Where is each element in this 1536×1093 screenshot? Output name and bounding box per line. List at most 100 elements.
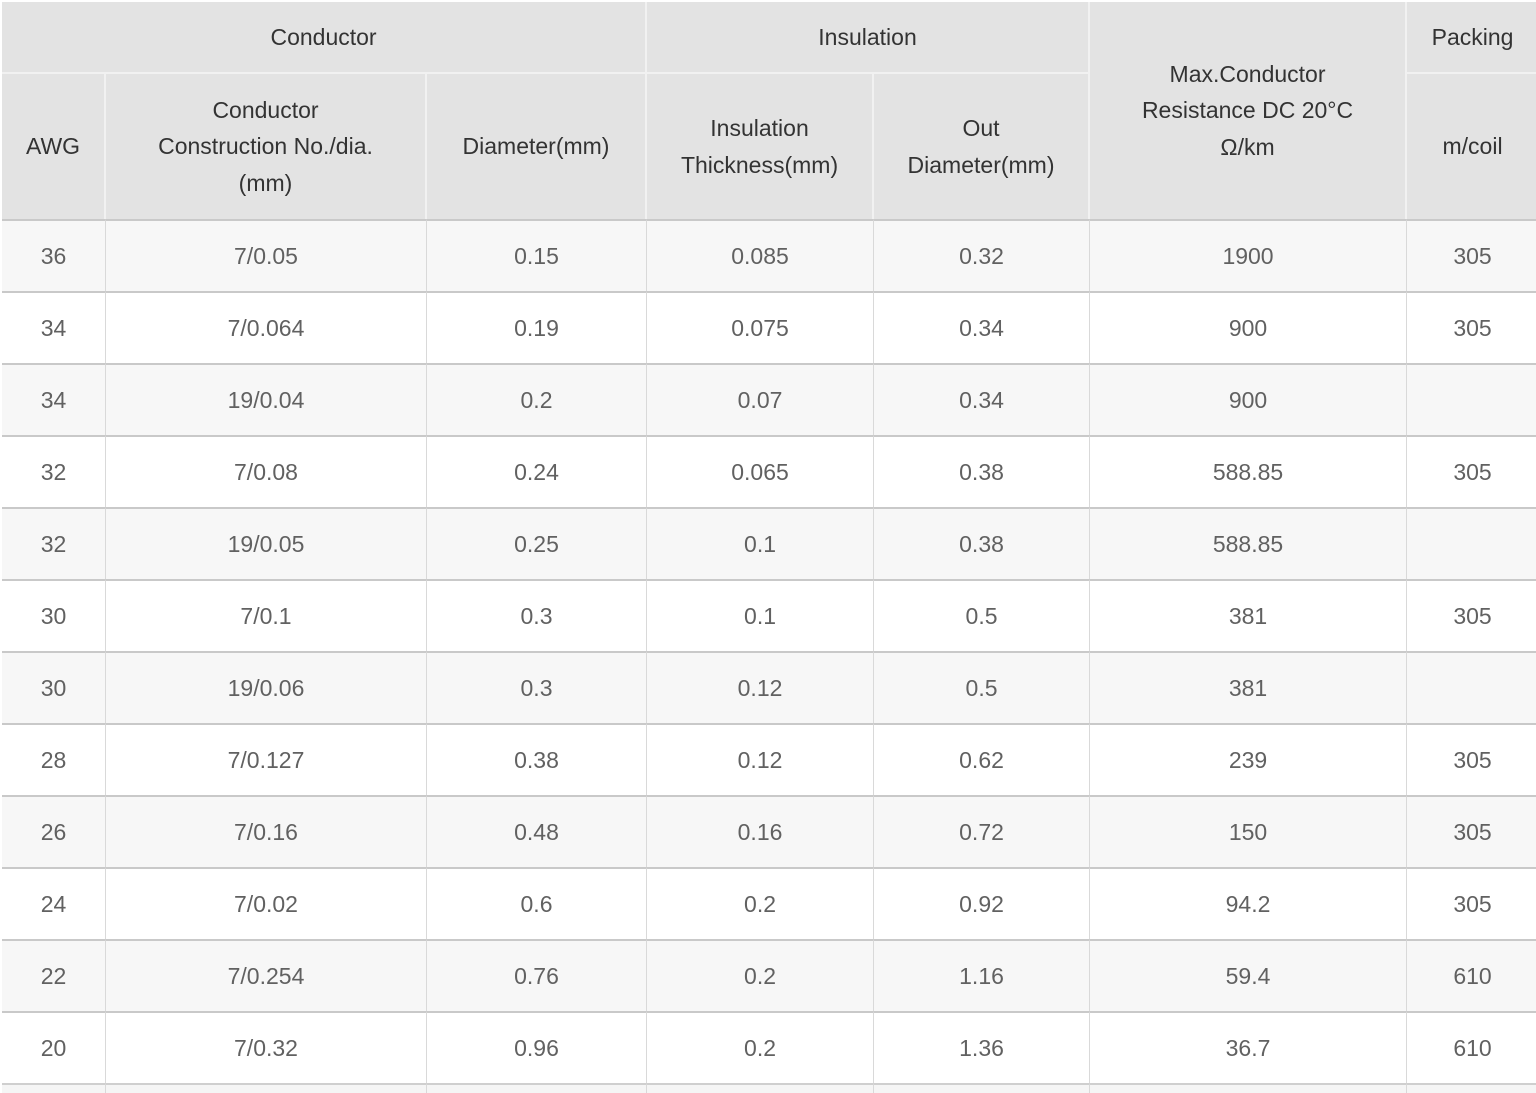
cell-m-coil: 305 (1407, 867, 1536, 939)
cell-insulation-thickness: 0.075 (647, 291, 875, 363)
cell-m-coil: 305 (1407, 579, 1536, 651)
cell-insulation-thickness: 0.12 (647, 723, 875, 795)
cell-out-diameter: 1.36 (874, 1011, 1091, 1083)
table-row: 22 7/0.254 0.76 0.2 1.16 59.4 610 (2, 939, 1536, 1011)
cell-out-diameter: 0.34 (874, 291, 1091, 363)
header-col-diameter: Diameter(mm) (427, 74, 648, 219)
table-row: 32 19/0.05 0.25 0.1 0.38 588.85 (2, 507, 1536, 579)
cell-awg: 22 (2, 939, 106, 1011)
cell-resistance: 381 (1090, 651, 1408, 723)
cell-diameter: 0.38 (427, 723, 648, 795)
cell-resistance: 381 (1090, 579, 1408, 651)
cell-diameter: 0.3 (427, 579, 648, 651)
cell-out-diameter: 0.72 (874, 795, 1091, 867)
cell-awg: 30 (2, 579, 106, 651)
table-row: 30 19/0.06 0.3 0.12 0.5 381 (2, 651, 1536, 723)
cell-construction: 7/0.16 (106, 795, 427, 867)
header-group-packing: Packing (1407, 2, 1536, 74)
header-col-awg: AWG (2, 74, 106, 219)
header-col-resistance: Max.Conductor Resistance DC 20°C Ω/km (1090, 2, 1408, 219)
cell-insulation-thickness: 0.065 (647, 435, 875, 507)
cell-construction: 7/0.02 (106, 867, 427, 939)
cell-out-diameter: 0.34 (874, 363, 1091, 435)
cell-insulation-thickness: 0.1 (647, 507, 875, 579)
cell-construction: 7/0.32 (106, 1011, 427, 1083)
cell-resistance: 900 (1090, 363, 1408, 435)
cell-resistance: 36.7 (1090, 1011, 1408, 1083)
cell-construction: 7/0.08 (106, 435, 427, 507)
cell-out-diameter: 0.62 (874, 723, 1091, 795)
cell-m-coil: 305 (1407, 291, 1536, 363)
header-group-insulation: Insulation (647, 2, 1091, 74)
header-column-row: AWG Conductor Construction No./dia. (mm)… (2, 74, 1536, 219)
cell-construction: 7/0.1 (106, 579, 427, 651)
cell-out-diameter: 0.5 (874, 579, 1091, 651)
cell-diameter: 0.24 (427, 435, 648, 507)
cell-diameter: 0.76 (427, 939, 648, 1011)
cell-resistance: 239 (1090, 723, 1408, 795)
table-body: 36 7/0.05 0.15 0.085 0.32 1900 305 34 7/… (2, 219, 1536, 1093)
cell-resistance: 588.85 (1090, 435, 1408, 507)
cell-awg: 24 (2, 867, 106, 939)
cell-insulation-thickness: 0.2 (647, 939, 875, 1011)
header-col-construction: Conductor Construction No./dia. (mm) (106, 74, 427, 219)
table-row: 26 7/0.16 0.48 0.16 0.72 150 305 (2, 795, 1536, 867)
cell-awg: 30 (2, 651, 106, 723)
cell-awg: 34 (2, 291, 106, 363)
cell-diameter: 0.19 (427, 291, 648, 363)
cell-insulation-thickness: 0.16 (647, 795, 875, 867)
cell-m-coil: 610 (1407, 939, 1536, 1011)
cell-out-diameter: 0.32 (874, 219, 1091, 291)
cell-out-diameter: 0.92 (874, 867, 1091, 939)
cell-resistance: 94.2 (1090, 867, 1408, 939)
cell-resistance: 1900 (1090, 219, 1408, 291)
table-row-cutoff (2, 1083, 1536, 1093)
cell-m-coil: 305 (1407, 795, 1536, 867)
cell-out-diameter: 0.38 (874, 435, 1091, 507)
table-header: Conductor Insulation Max.Conductor Resis… (2, 2, 1536, 219)
table-row: 34 7/0.064 0.19 0.075 0.34 900 305 (2, 291, 1536, 363)
header-col-out-diameter: Out Diameter(mm) (874, 74, 1091, 219)
header-group-conductor: Conductor (2, 2, 648, 74)
cell-out-diameter: 1.16 (874, 939, 1091, 1011)
cell-resistance: 588.85 (1090, 507, 1408, 579)
cell-m-coil (1407, 507, 1536, 579)
cell-construction: 7/0.064 (106, 291, 427, 363)
cell-insulation-thickness: 0.2 (647, 1011, 875, 1083)
cell-out-diameter: 0.5 (874, 651, 1091, 723)
cell-m-coil: 305 (1407, 723, 1536, 795)
table-row: 36 7/0.05 0.15 0.085 0.32 1900 305 (2, 219, 1536, 291)
cell-diameter: 0.96 (427, 1011, 648, 1083)
cell-diameter: 0.15 (427, 219, 648, 291)
cell-m-coil (1407, 651, 1536, 723)
cell-m-coil (1407, 363, 1536, 435)
cell-awg: 26 (2, 795, 106, 867)
cell-resistance: 59.4 (1090, 939, 1408, 1011)
cell-diameter: 0.3 (427, 651, 648, 723)
cell-resistance: 150 (1090, 795, 1408, 867)
cell-awg: 20 (2, 1011, 106, 1083)
cell-diameter: 0.2 (427, 363, 648, 435)
cell-awg: 32 (2, 507, 106, 579)
header-col-m-coil: m/coil (1407, 74, 1536, 219)
cell-construction: 7/0.05 (106, 219, 427, 291)
cell-resistance: 900 (1090, 291, 1408, 363)
cell-m-coil: 305 (1407, 219, 1536, 291)
header-col-insulation-thickness: Insulation Thickness(mm) (647, 74, 875, 219)
cell-awg: 32 (2, 435, 106, 507)
cell-diameter: 0.48 (427, 795, 648, 867)
table-row: 28 7/0.127 0.38 0.12 0.62 239 305 (2, 723, 1536, 795)
cell-out-diameter: 0.38 (874, 507, 1091, 579)
cell-construction: 19/0.06 (106, 651, 427, 723)
cell-diameter: 0.6 (427, 867, 648, 939)
cell-insulation-thickness: 0.1 (647, 579, 875, 651)
cell-awg: 36 (2, 219, 106, 291)
cell-m-coil: 305 (1407, 435, 1536, 507)
cell-awg: 34 (2, 363, 106, 435)
cell-insulation-thickness: 0.12 (647, 651, 875, 723)
table-row: 32 7/0.08 0.24 0.065 0.38 588.85 305 (2, 435, 1536, 507)
cell-insulation-thickness: 0.07 (647, 363, 875, 435)
cell-construction: 7/0.127 (106, 723, 427, 795)
